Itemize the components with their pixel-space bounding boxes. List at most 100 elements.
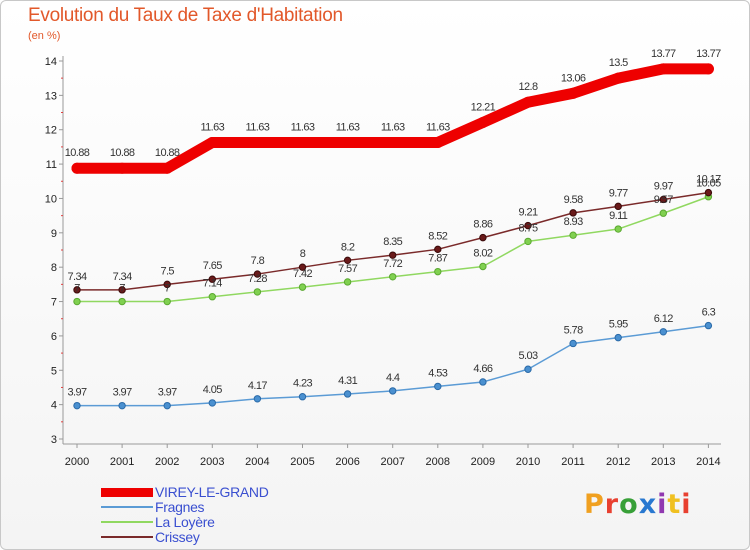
data-point xyxy=(477,117,489,129)
data-label: 13.5 xyxy=(609,57,628,69)
data-label: 7.14 xyxy=(203,278,222,290)
chart-subtitle: (en %) xyxy=(28,30,61,42)
data-point xyxy=(71,162,83,174)
data-label: 7.5 xyxy=(160,265,174,277)
data-point xyxy=(206,136,218,148)
data-label: 11.63 xyxy=(291,121,315,133)
data-point xyxy=(659,195,667,204)
data-point xyxy=(524,365,532,373)
y-tick-label: 9 xyxy=(51,228,57,240)
data-label: 8.02 xyxy=(473,247,492,259)
data-label: 7.65 xyxy=(203,260,222,272)
y-tick-label: 3 xyxy=(51,434,57,446)
data-point xyxy=(163,297,171,306)
data-point xyxy=(569,231,577,239)
x-tick-label: 2001 xyxy=(110,456,134,468)
data-point xyxy=(253,288,262,296)
x-tick-label: 2007 xyxy=(380,456,404,468)
x-tick-label: 2003 xyxy=(200,456,224,468)
data-label: 3.97 xyxy=(67,387,86,399)
data-label: 4.53 xyxy=(428,367,447,379)
data-label: 8.86 xyxy=(473,219,492,231)
data-label: 9.58 xyxy=(564,194,583,206)
data-label: 11.63 xyxy=(336,121,360,133)
data-label: 11.63 xyxy=(200,121,224,133)
data-point xyxy=(434,245,442,254)
data-label: 10.88 xyxy=(110,147,135,159)
data-label: 12.21 xyxy=(471,102,496,114)
x-tick-label: 2000 xyxy=(65,456,89,468)
logo-letter: i xyxy=(681,489,692,520)
data-point xyxy=(161,162,173,174)
data-point xyxy=(704,321,713,330)
data-label: 13.06 xyxy=(561,72,586,84)
data-label: 4.4 xyxy=(386,372,400,384)
logo-letter: t xyxy=(667,489,682,520)
x-tick-label: 2002 xyxy=(155,456,179,468)
data-point xyxy=(569,209,577,217)
data-label: 8.52 xyxy=(428,230,447,242)
y-tick-label: 4 xyxy=(51,400,57,412)
data-point xyxy=(479,233,487,242)
data-point xyxy=(614,225,622,233)
data-label: 8.93 xyxy=(564,216,583,228)
data-label: 7 xyxy=(74,283,80,295)
data-label: 7.87 xyxy=(428,253,447,265)
data-label: 7.57 xyxy=(338,263,357,275)
data-label: 7 xyxy=(119,283,125,295)
data-label: 13.77 xyxy=(651,48,676,60)
data-point xyxy=(342,136,354,148)
proxiti-logo: Proxiti xyxy=(584,489,692,520)
legend-label-crissey: Crissey xyxy=(155,529,200,545)
data-point xyxy=(208,275,217,283)
data-label: 4.23 xyxy=(293,378,312,390)
data-point xyxy=(704,188,713,197)
data-label: 5.95 xyxy=(609,319,628,331)
data-point xyxy=(432,136,444,148)
data-point xyxy=(479,378,487,386)
data-label: 7.34 xyxy=(67,271,86,283)
data-point xyxy=(389,273,397,281)
x-tick-label: 2006 xyxy=(335,456,359,468)
data-point xyxy=(612,72,624,84)
y-tick-label: 13 xyxy=(45,90,57,102)
x-tick-label: 2014 xyxy=(696,456,720,468)
data-label: 11.63 xyxy=(381,121,405,133)
x-tick-label: 2012 xyxy=(606,456,630,468)
data-label: 9.97 xyxy=(654,180,673,192)
chart-title: Evolution du Taux de Taxe d'Habitation xyxy=(28,5,343,26)
data-label: 4.17 xyxy=(248,380,267,392)
data-label: 9.11 xyxy=(609,210,628,222)
data-point xyxy=(659,209,667,217)
data-point xyxy=(659,328,667,336)
data-point xyxy=(116,162,128,174)
data-label: 4.05 xyxy=(203,384,222,396)
data-point xyxy=(118,297,126,306)
data-label: 11.63 xyxy=(426,121,450,133)
x-tick-label: 2005 xyxy=(290,456,314,468)
data-label: 9.57 xyxy=(654,194,673,206)
logo-letter: o xyxy=(619,489,639,520)
data-point xyxy=(253,270,262,278)
legend-swatch-virey xyxy=(101,488,153,497)
legend-swatch-crissey xyxy=(101,536,153,538)
data-point xyxy=(524,237,532,246)
legend-swatch-fragnes xyxy=(101,506,153,508)
data-point xyxy=(73,401,81,410)
data-point xyxy=(614,202,622,211)
y-tick-label: 7 xyxy=(51,297,57,309)
legend-swatch-la-loyere xyxy=(101,521,153,523)
data-label: 8.75 xyxy=(518,222,537,234)
data-label: 4.66 xyxy=(473,363,492,375)
data-label: 3.97 xyxy=(158,387,177,399)
logo-letter: r xyxy=(604,489,620,520)
data-label: 12.8 xyxy=(518,81,537,93)
data-point xyxy=(163,401,171,410)
data-point xyxy=(253,395,262,403)
data-point xyxy=(163,280,171,289)
data-point xyxy=(251,136,263,148)
data-label: 9.77 xyxy=(609,187,628,199)
data-label: 4.31 xyxy=(338,375,357,387)
data-label: 6.3 xyxy=(702,307,716,319)
